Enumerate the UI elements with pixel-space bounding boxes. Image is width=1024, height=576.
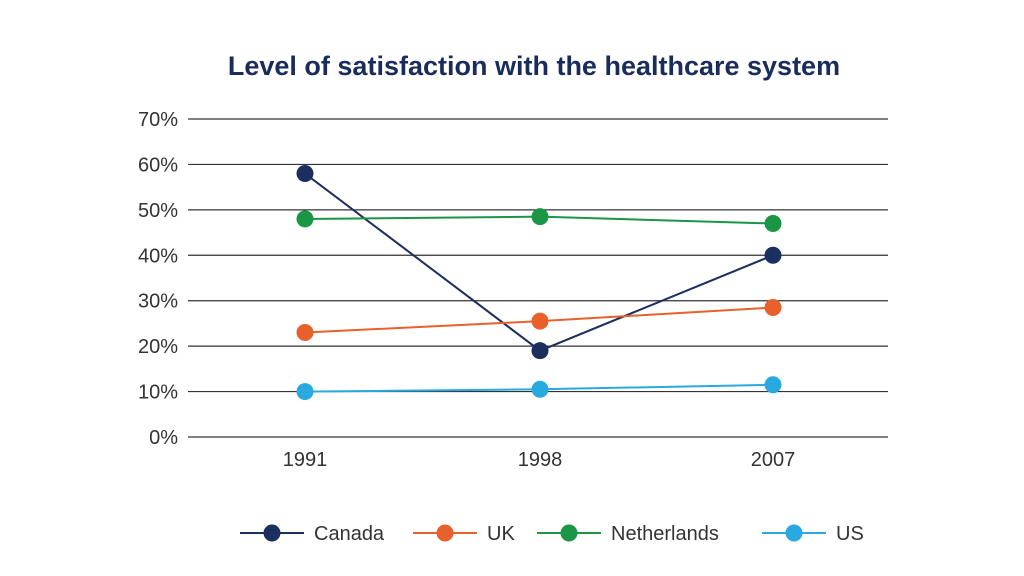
data-point-netherlands-2007 [764, 214, 782, 232]
data-point-uk-1998 [531, 312, 549, 330]
legend-label: Netherlands [611, 523, 719, 545]
series-netherlands [296, 208, 782, 232]
series-uk [296, 299, 782, 342]
legend-marker [436, 524, 454, 542]
data-point-canada-1991 [296, 165, 314, 183]
legend: Canada UK Netherlands US [240, 523, 864, 545]
chart-title: Level of satisfaction with the healthcar… [228, 51, 840, 81]
legend-marker [560, 524, 578, 542]
y-tick-label: 70% [138, 109, 178, 131]
data-point-us-1998 [531, 380, 549, 398]
legend-label: Canada [314, 523, 385, 545]
series-canada [296, 165, 782, 360]
legend-label: UK [487, 523, 515, 545]
y-tick-label: 30% [138, 291, 178, 313]
y-tick-label: 0% [149, 427, 178, 449]
y-tick-label: 20% [138, 336, 178, 358]
legend-label: US [836, 523, 864, 545]
legend-item-us: US [762, 523, 864, 545]
y-tick-label: 10% [138, 382, 178, 404]
data-point-netherlands-1998 [531, 208, 549, 226]
data-point-uk-2007 [764, 299, 782, 317]
x-axis-ticks: 1991 1998 2007 [283, 449, 796, 471]
y-tick-label: 50% [138, 200, 178, 222]
legend-item-netherlands: Netherlands [537, 523, 719, 545]
legend-marker [785, 524, 803, 542]
legend-item-uk: UK [413, 523, 515, 545]
legend-item-canada: Canada [240, 523, 385, 545]
y-tick-label: 60% [138, 154, 178, 176]
series-us [296, 376, 782, 401]
x-tick-label: 2007 [751, 449, 796, 471]
data-point-us-2007 [764, 376, 782, 394]
data-point-uk-1991 [296, 324, 314, 342]
y-tick-label: 40% [138, 245, 178, 267]
data-point-canada-1998 [531, 342, 549, 360]
y-axis-ticks: 0% 10% 20% 30% 40% 50% 60% 70% [138, 109, 178, 449]
x-tick-label: 1998 [518, 449, 563, 471]
data-point-netherlands-1991 [296, 210, 314, 228]
legend-marker [263, 524, 281, 542]
data-point-us-1991 [296, 383, 314, 401]
data-point-canada-2007 [764, 246, 782, 264]
x-tick-label: 1991 [283, 449, 328, 471]
series-group [296, 165, 782, 401]
